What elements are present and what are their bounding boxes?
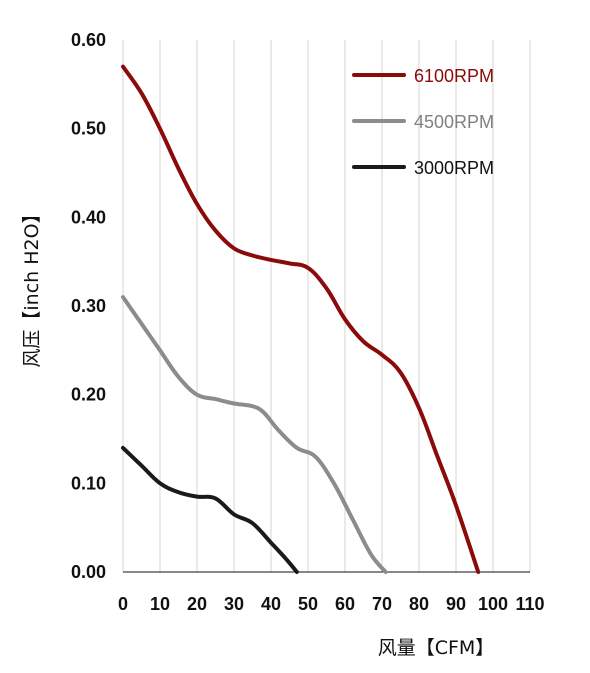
x-tick-label: 0 [118,594,128,614]
x-tick-labels: 0 10 20 30 40 50 60 70 80 90 100 110 [118,594,545,614]
y-tick-label: 0.30 [71,296,106,316]
x-tick-label: 100 [478,594,508,614]
y-tick-label: 0.00 [71,562,106,582]
x-tick-label: 50 [298,594,318,614]
y-axis-label: 风压【inch H2O】 [21,204,43,367]
x-tick-label: 70 [372,594,392,614]
series-lines [121,64,481,574]
x-tick-label: 110 [515,594,544,614]
y-tick-labels: 0.00 0.10 0.20 0.30 0.40 0.50 0.60 [71,30,106,582]
x-axis-label: 风量【CFM】 [378,637,495,659]
y-tick-label: 0.10 [71,473,106,493]
legend-item: 4500RPM [352,112,494,132]
x-tick-label: 60 [335,594,355,614]
legend-label: 4500RPM [414,112,494,132]
series-line-4500rpm [121,295,388,574]
x-tick-label: 30 [224,594,244,614]
legend: 6100RPM 4500RPM 3000RPM [352,66,494,178]
legend-item: 6100RPM [352,66,494,86]
x-tick-label: 20 [187,594,207,614]
legend-label: 6100RPM [414,66,494,86]
x-tick-label: 90 [446,594,466,614]
x-tick-label: 80 [409,594,429,614]
series-line-6100rpm [121,64,481,574]
legend-label: 3000RPM [414,158,494,178]
x-tick-label: 40 [261,594,281,614]
legend-item: 3000RPM [352,158,494,178]
y-tick-label: 0.40 [71,207,106,227]
y-tick-label: 0.60 [71,30,106,50]
series-line-3000rpm [121,445,299,574]
y-tick-label: 0.20 [71,385,106,405]
y-tick-label: 0.50 [71,119,106,139]
x-tick-label: 10 [150,594,170,614]
